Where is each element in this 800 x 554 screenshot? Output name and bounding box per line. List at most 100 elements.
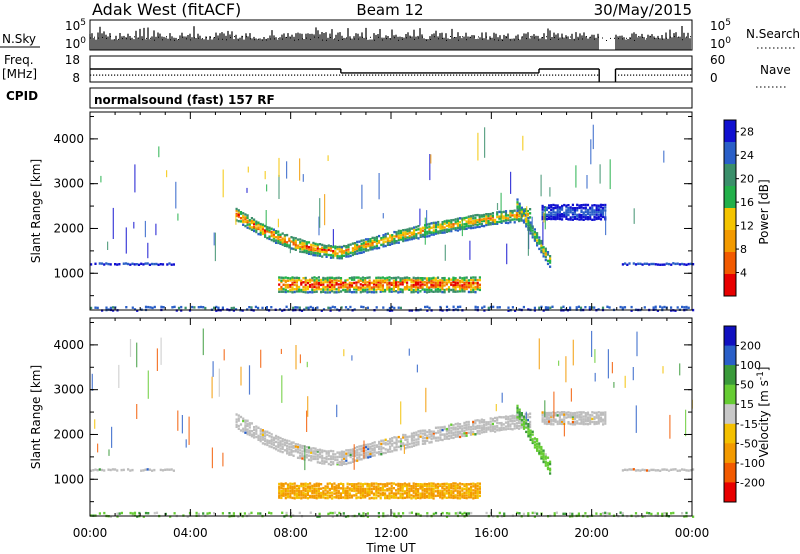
rti-streak bbox=[685, 409, 687, 437]
rti-cell bbox=[389, 241, 392, 244]
rti-cell bbox=[403, 482, 406, 485]
rti-cell bbox=[360, 242, 363, 246]
rti-cell bbox=[315, 286, 318, 289]
rti-cell bbox=[417, 433, 420, 436]
rti-cell bbox=[447, 277, 451, 280]
freq-unit-label: [MHz] bbox=[2, 67, 37, 81]
nave-dot bbox=[258, 74, 260, 76]
nave-dot bbox=[147, 74, 149, 76]
nave-dot bbox=[492, 74, 494, 76]
rti-cell bbox=[333, 489, 336, 492]
rti-cell bbox=[441, 225, 444, 228]
rti-cell bbox=[599, 206, 603, 209]
rti-cell bbox=[322, 286, 325, 289]
rti-cell bbox=[311, 484, 314, 488]
rti-cell bbox=[439, 284, 442, 287]
rti-cell bbox=[623, 306, 627, 309]
rti-cell bbox=[426, 439, 429, 442]
rti-cell bbox=[507, 309, 510, 312]
nave-dot bbox=[465, 74, 467, 76]
rti-cell bbox=[443, 496, 446, 499]
rti-cell bbox=[476, 213, 479, 217]
rti-cell bbox=[280, 287, 283, 291]
rti-cell bbox=[281, 243, 284, 246]
rti-cell bbox=[261, 230, 264, 234]
rti-cell bbox=[153, 305, 156, 309]
rti-cell bbox=[463, 290, 466, 293]
rti-cell bbox=[474, 288, 477, 291]
rti-cell bbox=[410, 489, 413, 492]
rti-cell bbox=[305, 449, 308, 452]
rti-cell bbox=[434, 490, 437, 493]
rti-cell bbox=[419, 492, 422, 495]
rti-cell bbox=[569, 211, 572, 214]
rti-cell bbox=[326, 482, 329, 485]
rti-cell bbox=[296, 456, 300, 459]
rti-cell bbox=[344, 280, 347, 284]
rti-cell bbox=[313, 288, 316, 292]
rti-cell bbox=[364, 452, 368, 455]
rti-cell bbox=[567, 204, 570, 207]
rti-cell bbox=[250, 217, 253, 220]
rti-cell bbox=[284, 487, 287, 491]
rti-cell bbox=[415, 441, 418, 444]
rti-cell bbox=[281, 239, 284, 242]
rti-cell bbox=[672, 262, 675, 265]
rti-cell bbox=[630, 305, 633, 309]
rti-cell bbox=[597, 420, 600, 423]
rti-cell bbox=[415, 233, 418, 236]
rti-cell bbox=[397, 496, 400, 500]
rti-cell bbox=[272, 237, 275, 240]
rti-cell bbox=[250, 433, 253, 436]
rti-cell bbox=[344, 489, 347, 493]
rti-cell bbox=[300, 484, 303, 488]
rti-cell bbox=[450, 219, 453, 222]
rti-cell bbox=[474, 216, 477, 220]
rti-cell bbox=[410, 227, 413, 230]
rti-cell bbox=[419, 496, 422, 500]
nsearch-dot bbox=[250, 38, 251, 40]
rti-cell bbox=[329, 306, 332, 310]
rti-cell bbox=[569, 208, 572, 211]
rti-streak bbox=[361, 184, 363, 209]
y-tick-label: 3000 bbox=[53, 177, 84, 191]
rti-cell bbox=[259, 222, 262, 226]
rti-cell bbox=[443, 220, 446, 223]
nave-dot bbox=[390, 74, 392, 76]
rti-cell bbox=[388, 290, 391, 293]
rti-cell bbox=[295, 285, 298, 289]
rti-cell bbox=[289, 482, 292, 485]
rti-cell bbox=[324, 492, 327, 495]
rti-cell bbox=[685, 511, 688, 515]
rti-cell bbox=[320, 483, 323, 486]
nave-dot bbox=[234, 74, 236, 76]
rti-cell bbox=[555, 511, 558, 514]
rti-cell bbox=[346, 286, 349, 289]
rti-cell bbox=[531, 233, 534, 236]
rti-cell bbox=[114, 263, 117, 266]
rti-cell bbox=[286, 279, 290, 282]
rti-cell bbox=[531, 229, 534, 232]
rti-cell bbox=[401, 290, 404, 294]
rti-cell bbox=[518, 417, 521, 421]
nave-dot bbox=[429, 74, 431, 76]
rti-cell bbox=[155, 262, 158, 266]
rti-cell bbox=[540, 447, 543, 450]
rti-cell bbox=[467, 224, 470, 228]
rti-cell bbox=[389, 243, 392, 246]
rti-cell bbox=[361, 487, 365, 490]
rti-cell bbox=[443, 489, 446, 492]
rti-cell bbox=[578, 206, 581, 210]
rti-streak bbox=[538, 338, 540, 370]
rti-cell bbox=[426, 232, 429, 235]
rti-cell bbox=[326, 491, 329, 494]
rti-cell bbox=[577, 512, 580, 515]
rti-cell bbox=[326, 291, 329, 294]
rti-cell bbox=[366, 512, 369, 515]
rti-cell bbox=[469, 217, 473, 220]
nave-dot bbox=[93, 74, 95, 76]
rti-cell bbox=[305, 251, 308, 255]
rti-cell bbox=[320, 281, 323, 284]
rti-cell bbox=[565, 204, 568, 207]
rti-cell bbox=[546, 467, 550, 471]
